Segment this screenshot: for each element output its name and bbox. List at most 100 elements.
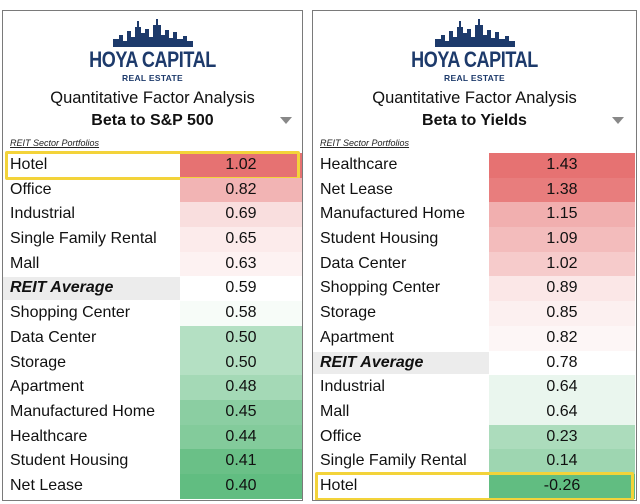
reit-average-row: REIT Average 0.78 <box>313 350 636 376</box>
beta-value-cell: 0.40 <box>180 473 302 499</box>
sector-name: Net Lease <box>10 476 83 494</box>
table-row: Apartment 0.48 <box>3 375 302 400</box>
skyline-icon <box>112 19 193 47</box>
table-row: Data Center 1.02 <box>313 251 636 277</box>
table-caption: REIT Sector Portfolios <box>320 138 410 148</box>
beta-value-cell: 0.41 <box>180 449 302 474</box>
beta-value-cell: 0.63 <box>180 251 302 277</box>
logo-subtext: REAL ESTATE <box>122 73 183 83</box>
beta-value-cell: 1.38 <box>489 177 635 203</box>
sector-name: Mall <box>320 402 350 420</box>
sector-name: Manufactured Home <box>320 205 465 223</box>
beta-value-cell: 0.82 <box>489 325 635 351</box>
table-rows: Hotel 1.02 Office 0.82 Industrial 0.69 Single … <box>3 151 302 499</box>
beta-value-cell: -0.26 <box>489 473 635 499</box>
table-row: Office 0.82 <box>3 177 302 203</box>
sector-name: Mall <box>10 254 40 272</box>
sector-name: Hotel <box>10 156 48 173</box>
table-row: Net Lease 0.40 <box>3 473 302 499</box>
sector-name: Hotel <box>320 476 358 494</box>
beta-value-cell: 0.50 <box>180 350 302 376</box>
table-row: Mall 0.63 <box>3 251 302 277</box>
table-row: Mall 0.64 <box>313 399 636 425</box>
table-row: Hotel -0.26 <box>313 473 636 499</box>
table-row: Shopping Center 0.89 <box>313 276 636 302</box>
table-row: Healthcare 1.43 <box>313 153 636 178</box>
beta-value-cell: 1.02 <box>489 251 635 277</box>
sector-name: Data Center <box>10 328 97 346</box>
beta-value-cell: 0.45 <box>180 399 302 425</box>
hoya-capital-logo: HOYA CAPITAL REAL ESTATE <box>3 17 302 89</box>
table-row: Single Family Rental 0.65 <box>3 227 302 252</box>
table-row: Storage 0.50 <box>3 350 302 376</box>
sector-name: Data Center <box>320 254 407 272</box>
sector-name: Storage <box>10 353 67 371</box>
beta-value-cell: 1.15 <box>489 202 635 228</box>
beta-value-cell: 0.82 <box>180 177 302 203</box>
sector-name: Single Family Rental <box>10 230 157 248</box>
chevron-down-icon[interactable] <box>612 117 624 124</box>
table-row: Manufactured Home 0.45 <box>3 399 302 425</box>
table-row: Storage 0.85 <box>313 301 636 326</box>
sector-name: Apartment <box>320 328 394 346</box>
logo-subtext: REAL ESTATE <box>444 73 505 83</box>
table-row: Hotel 1.02 <box>3 153 302 178</box>
panel-title: Quantitative Factor Analysis <box>50 89 255 107</box>
table-rows: Healthcare 1.43 Net Lease 1.38 Manufactured … <box>313 153 636 500</box>
logo-wordmark: HOYA CAPITAL <box>411 47 538 72</box>
sector-name: Industrial <box>10 205 75 223</box>
beta-value-cell: 0.64 <box>489 375 635 400</box>
sp500-beta-panel: HOYA CAPITAL REAL ESTATE Quantitative Fa… <box>2 10 303 501</box>
table-row: Student Housing 0.41 <box>3 449 302 474</box>
beta-value-cell: 0.14 <box>489 449 635 474</box>
table-row: Office 0.23 <box>313 424 636 450</box>
sector-name: Office <box>10 180 52 198</box>
sector-name: Single Family Rental <box>320 452 467 470</box>
table-row: Manufactured Home 1.15 <box>313 202 636 228</box>
beta-value-cell: 1.02 <box>180 153 302 178</box>
logo-wordmark: HOYA CAPITAL <box>89 47 216 72</box>
beta-value-cell: 0.89 <box>489 276 635 302</box>
sector-name: Shopping Center <box>320 279 441 297</box>
sector-name: Healthcare <box>10 427 88 445</box>
beta-value-cell: 0.78 <box>489 350 635 376</box>
beta-value-cell: 0.58 <box>180 301 302 326</box>
beta-value-cell: 0.23 <box>489 424 635 450</box>
chevron-down-icon[interactable] <box>280 117 292 124</box>
beta-value-cell: 0.64 <box>489 399 635 425</box>
reit-average-row: REIT Average 0.59 <box>3 276 302 302</box>
yields-beta-panel: HOYA CAPITAL REAL ESTATE Quantitative Fa… <box>312 10 637 501</box>
hoya-capital-logo: HOYA CAPITAL REAL ESTATE <box>313 17 636 89</box>
beta-value-cell: 1.43 <box>489 153 635 178</box>
table-row: Healthcare 0.44 <box>3 424 302 450</box>
table-row: Data Center 0.50 <box>3 325 302 351</box>
table-caption: REIT Sector Portfolios <box>10 138 100 148</box>
panel-title: Quantitative Factor Analysis <box>372 89 577 107</box>
table-row: Single Family Rental 0.14 <box>313 449 636 474</box>
beta-value-cell: 0.44 <box>180 424 302 450</box>
beta-value-cell: 0.59 <box>180 276 302 302</box>
sector-name: Healthcare <box>320 156 398 173</box>
sector-name: Apartment <box>10 378 84 396</box>
sector-name: Student Housing <box>320 230 439 248</box>
beta-value-cell: 0.65 <box>180 227 302 252</box>
sector-name: Storage <box>320 304 377 322</box>
beta-value-cell: 0.85 <box>489 301 635 326</box>
average-label-bg <box>3 277 180 301</box>
table-row: Industrial 0.64 <box>313 375 636 400</box>
sector-name: REIT Average <box>320 353 424 371</box>
panel-subtitle: Beta to Yields <box>422 112 527 129</box>
sector-name: Shopping Center <box>10 304 131 322</box>
sector-name: Student Housing <box>10 452 129 470</box>
table-row: Apartment 0.82 <box>313 325 636 351</box>
sector-name: Office <box>320 427 362 445</box>
panel-subtitle: Beta to S&P 500 <box>91 112 214 129</box>
sector-name: Industrial <box>320 378 385 396</box>
sector-name: Manufactured Home <box>10 402 155 420</box>
beta-value-cell: 1.09 <box>489 227 635 252</box>
sector-name: REIT Average <box>10 279 114 297</box>
table-row: Net Lease 1.38 <box>313 177 636 203</box>
beta-value-cell: 0.69 <box>180 202 302 228</box>
skyline-icon <box>434 19 515 47</box>
table-row: Shopping Center 0.58 <box>3 301 302 326</box>
